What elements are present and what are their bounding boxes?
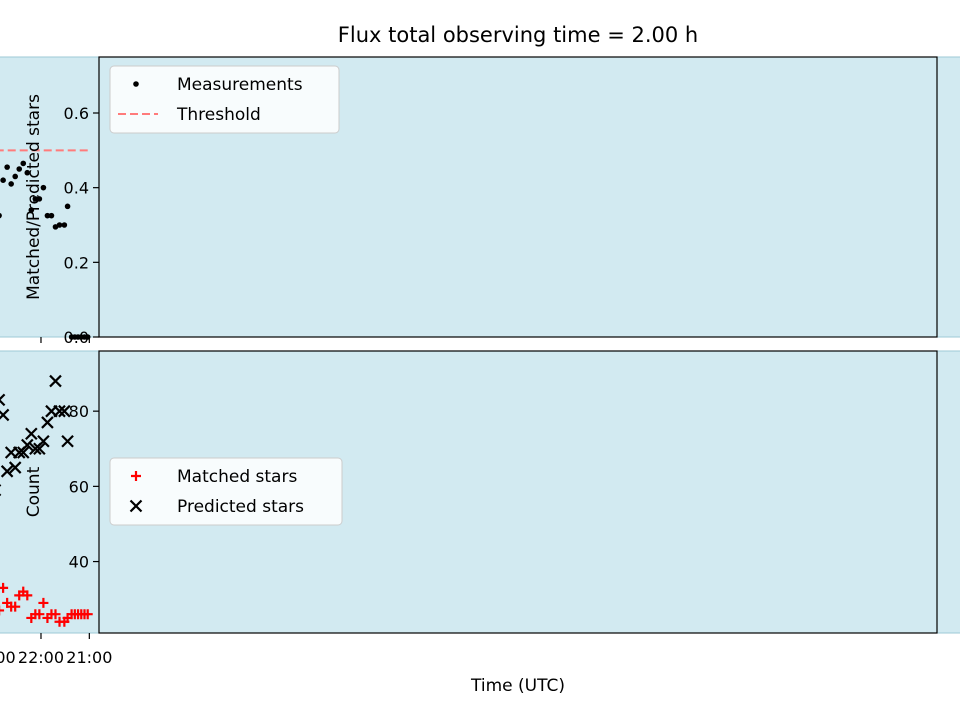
x-axis-label: Time (UTC) [470,676,565,696]
x-tick-label: 23:00 [0,648,16,667]
y-tick-label: 40 [69,553,89,572]
measurement-point [69,334,75,340]
x-tick-label: 22:00 [18,648,64,667]
measurement-point [0,177,6,183]
y-tick-label: 0.6 [64,104,89,123]
measurement-point [16,166,22,172]
y-tick-label: 0.2 [64,253,89,272]
measurement-point [62,222,68,228]
measurement-point [8,181,14,187]
legend-label: Matched stars [177,467,297,487]
measurement-point [4,164,10,170]
measurement-point [12,174,18,180]
y-tick-label: 80 [69,402,89,421]
y-tick-label: 0.4 [64,179,89,198]
legend-label: Threshold [176,105,261,125]
bottom-y-axis-label: Count [24,466,44,517]
y-tick-label: 60 [69,477,89,496]
legend-label: Measurements [177,75,303,95]
top-y-axis-label: Matched/Predicted stars [24,94,44,300]
measurement-point [53,224,59,230]
measurement-point [65,204,71,210]
chart-title: Flux total observing time = 2.00 h [338,23,698,47]
legend-label: Predicted stars [177,497,304,517]
x-tick-label: 21:00 [66,648,112,667]
legend-measurement-swatch [133,81,139,87]
measurement-point [45,213,51,219]
bottom-panel: 40608021:0022:0023:0000:0001:0002:0003:0… [0,351,960,667]
